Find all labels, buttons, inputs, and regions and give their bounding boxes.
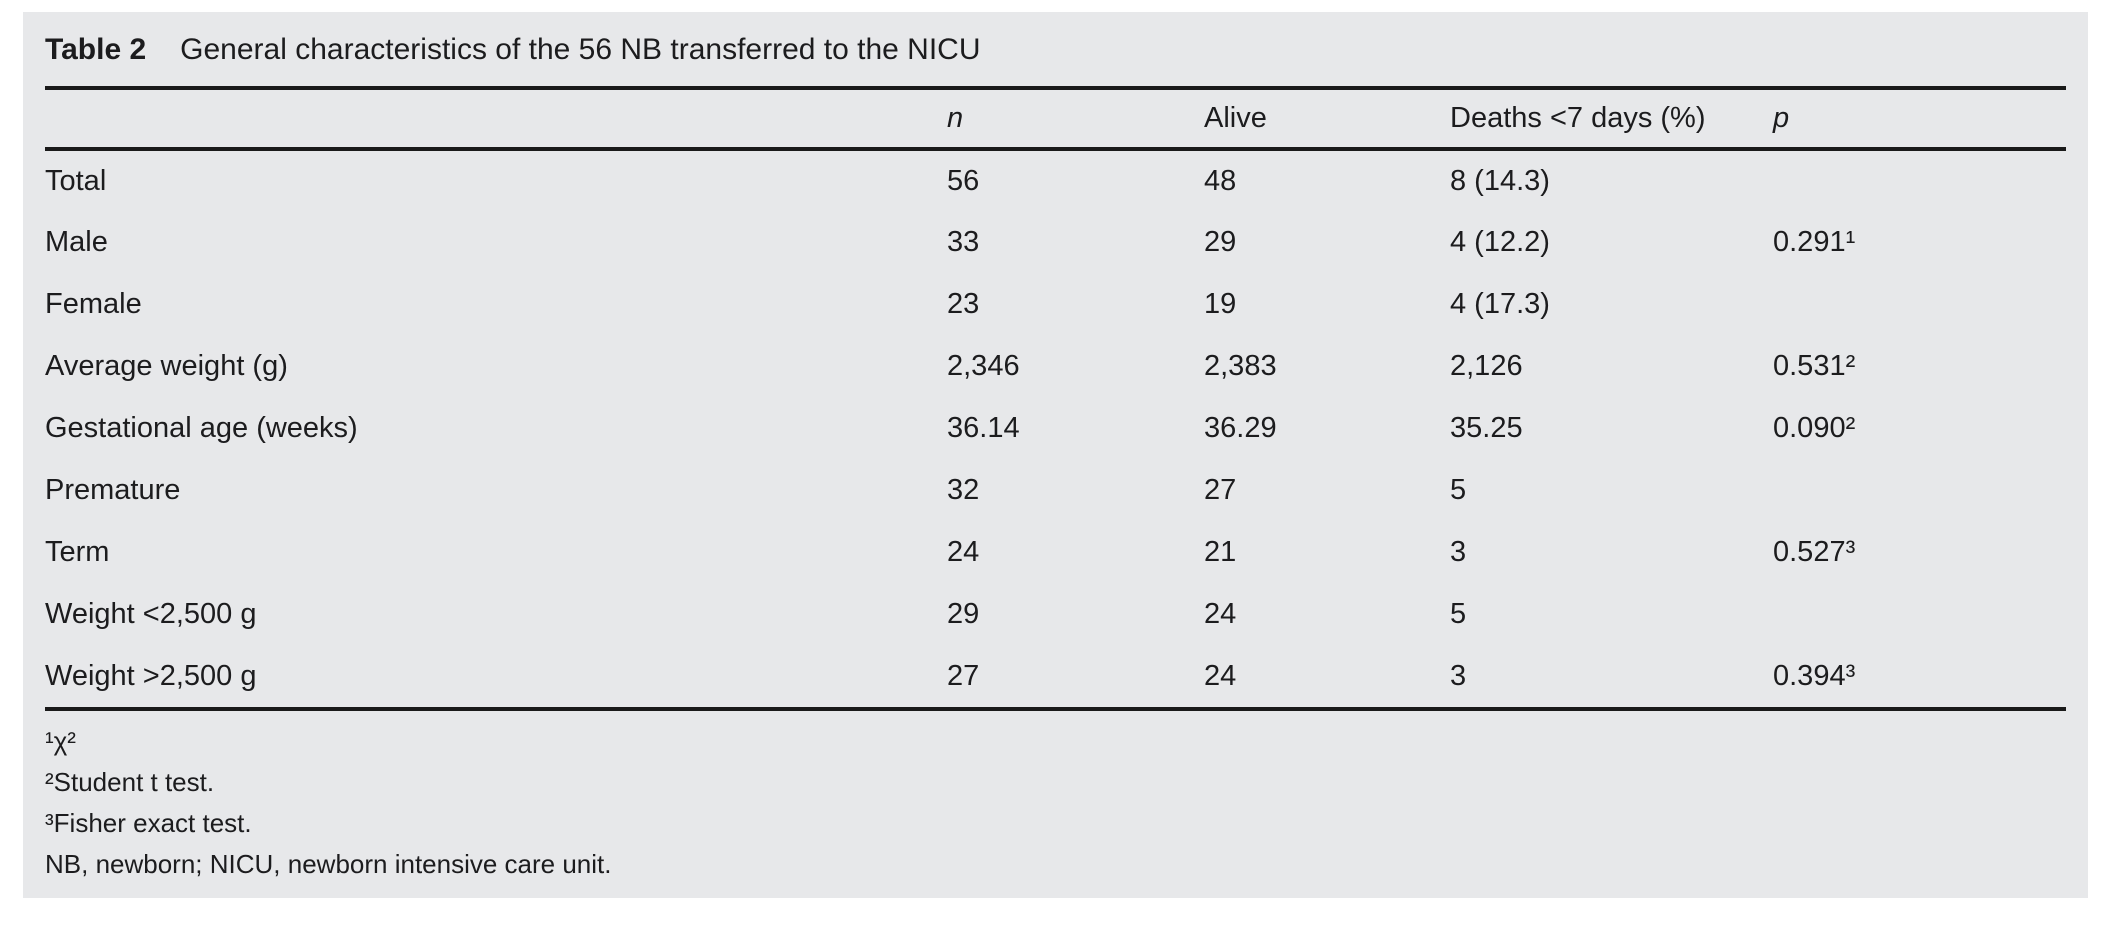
cell-label: Average weight (g) (45, 349, 288, 382)
rule-bottom (45, 707, 2066, 711)
cell-label: Weight >2,500 g (45, 659, 257, 692)
header-row: n Alive Deaths <7 days (%) p (45, 90, 2066, 149)
cell-alive: 24 (1204, 659, 1237, 692)
cell-deaths: 4 (12.2) (1450, 225, 1550, 258)
cell-alive: 2,383 (1204, 349, 1277, 382)
cell-deaths: 5 (1450, 597, 1467, 630)
cell-deaths: 8 (14.3) (1450, 164, 1550, 197)
cell-n: 23 (947, 287, 980, 320)
table-row: Term 24 21 3 0.527³ (45, 521, 2066, 583)
table-body: Total 56 48 8 (14.3) Male 33 29 4 (12.2) 0.291¹ F… (45, 149, 2066, 707)
table-row: Premature 32 27 5 (45, 459, 2066, 521)
cell-p: 0.291¹ (1773, 225, 1856, 258)
cell-label: Female (45, 287, 142, 320)
footnotes: ¹χ² ²Student t test. ³Fisher exact test. NB… (45, 721, 2066, 885)
cell-alive: 21 (1204, 535, 1237, 568)
cell-alive: 48 (1204, 164, 1237, 197)
cell-n: 24 (947, 535, 980, 568)
table-title: General characteristics of the 56 NB tra… (180, 33, 981, 66)
cell-label: Male (45, 225, 108, 258)
footnote: ¹χ² (45, 726, 76, 756)
header-cell-2: Alive (1204, 102, 1267, 134)
cell-alive: 29 (1204, 225, 1237, 258)
cell-p (1773, 459, 2066, 521)
table-caption: Table 2 General characteristics of the 56… (45, 30, 2066, 70)
data-table: n Alive Deaths <7 days (%) p Total 56 48 8 (14… (45, 90, 2066, 707)
cell-alive: 24 (1204, 597, 1237, 630)
header-cell-1: n (947, 102, 964, 134)
table-row: Average weight (g) 2,346 2,383 2,126 0.531² (45, 335, 2066, 397)
rule-top (45, 86, 2066, 90)
table-panel: Table 2 General characteristics of the 56… (23, 12, 2088, 898)
table-row: Weight <2,500 g 29 24 5 (45, 583, 2066, 645)
cell-p: 0.394³ (1773, 659, 1856, 692)
footnote: NB, newborn; NICU, newborn intensive car… (45, 849, 612, 879)
cell-deaths: 2,126 (1450, 349, 1523, 382)
header-cell-0 (45, 90, 947, 149)
table-label: Table 2 (45, 33, 147, 66)
cell-alive: 19 (1204, 287, 1237, 320)
cell-n: 33 (947, 225, 980, 258)
cell-label: Gestational age (weeks) (45, 411, 358, 444)
cell-label: Term (45, 535, 110, 568)
cell-deaths: 5 (1450, 473, 1467, 506)
cell-n: 27 (947, 659, 980, 692)
table-row: Weight >2,500 g 27 24 3 0.394³ (45, 645, 2066, 707)
cell-n: 56 (947, 164, 980, 197)
cell-p: 0.531² (1773, 349, 1856, 382)
cell-deaths: 4 (17.3) (1450, 287, 1550, 320)
cell-deaths: 35.25 (1450, 411, 1523, 444)
cell-deaths: 3 (1450, 659, 1467, 692)
header-cell-4: p (1773, 102, 1790, 134)
cell-p (1773, 273, 2066, 335)
cell-n: 36.14 (947, 411, 1020, 444)
footnote: ²Student t test. (45, 767, 215, 797)
cell-deaths: 3 (1450, 535, 1467, 568)
table-row: Male 33 29 4 (12.2) 0.291¹ (45, 211, 2066, 273)
cell-n: 29 (947, 597, 980, 630)
cell-label: Premature (45, 473, 181, 506)
table-row: Female 23 19 4 (17.3) (45, 273, 2066, 335)
cell-p (1773, 149, 2066, 211)
header-cell-3: Deaths <7 days (%) (1450, 102, 1706, 134)
cell-p (1773, 583, 2066, 645)
cell-alive: 27 (1204, 473, 1237, 506)
cell-n: 32 (947, 473, 980, 506)
cell-label: Total (45, 164, 107, 197)
table-row: Gestational age (weeks) 36.14 36.29 35.25 0.… (45, 397, 2066, 459)
cell-n: 2,346 (947, 349, 1020, 382)
cell-alive: 36.29 (1204, 411, 1277, 444)
cell-p: 0.090² (1773, 411, 1856, 444)
cell-label: Weight <2,500 g (45, 597, 257, 630)
table-row: Total 56 48 8 (14.3) (45, 149, 2066, 211)
footnote: ³Fisher exact test. (45, 808, 252, 838)
cell-p: 0.527³ (1773, 535, 1856, 568)
